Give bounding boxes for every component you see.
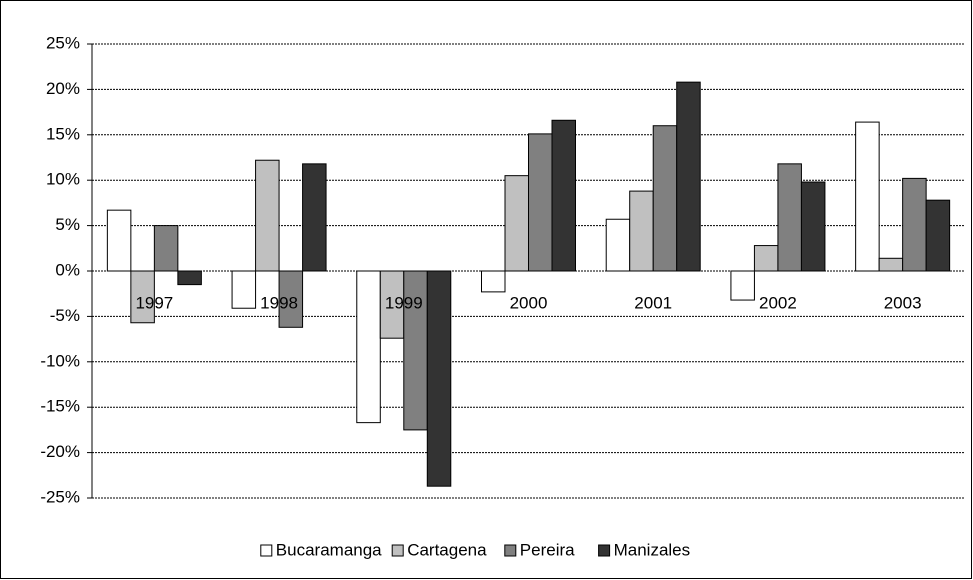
bar xyxy=(878,257,904,272)
y-tick-label: -10% xyxy=(40,351,80,370)
legend-label: Bucaramanga xyxy=(276,540,382,559)
legend-swatch xyxy=(260,544,273,557)
bar xyxy=(551,119,576,272)
bar xyxy=(902,177,927,272)
bar xyxy=(177,270,202,286)
bar xyxy=(278,270,304,328)
bar xyxy=(652,125,678,272)
bar xyxy=(676,81,701,272)
y-tick-label: 20% xyxy=(46,79,80,98)
y-tick-label: 0% xyxy=(55,260,80,279)
bar xyxy=(800,181,826,272)
legend-swatch xyxy=(598,544,611,557)
legend-label: Manizales xyxy=(614,540,691,559)
bar xyxy=(629,190,654,272)
y-tick-label: -15% xyxy=(40,397,80,416)
y-tick-label: 5% xyxy=(55,215,80,234)
bar xyxy=(302,163,327,272)
legend-swatch xyxy=(391,544,404,557)
bar xyxy=(730,270,755,301)
legend-label: Cartagena xyxy=(407,540,487,559)
bar xyxy=(426,270,452,487)
y-tick-label: 25% xyxy=(46,33,80,52)
bar xyxy=(255,159,280,272)
bar xyxy=(153,225,179,272)
bar xyxy=(605,218,631,272)
x-tick-label: 1999 xyxy=(385,293,423,312)
x-tick-label: 2003 xyxy=(884,293,922,312)
bar xyxy=(481,270,506,293)
bar xyxy=(925,199,951,272)
x-tick-label: 2000 xyxy=(510,293,548,312)
legend-swatch xyxy=(504,544,517,557)
x-tick-label: 1997 xyxy=(135,293,173,312)
x-tick-label: 1998 xyxy=(260,293,298,312)
bar xyxy=(231,270,257,309)
bar xyxy=(504,175,529,272)
x-tick-label: 2001 xyxy=(634,293,672,312)
y-tick-label: -20% xyxy=(40,442,80,461)
legend-label: Pereira xyxy=(520,540,575,559)
y-tick-label: -25% xyxy=(40,487,80,506)
y-tick-label: -5% xyxy=(50,306,80,325)
bar xyxy=(777,163,802,272)
bar xyxy=(106,209,132,272)
y-tick-label: 10% xyxy=(46,170,80,189)
x-tick-label: 2002 xyxy=(759,293,797,312)
bar xyxy=(356,270,381,424)
y-tick-label: 15% xyxy=(46,124,80,143)
bar xyxy=(130,270,155,324)
bar xyxy=(753,245,779,272)
bar xyxy=(528,133,553,272)
bar xyxy=(855,121,880,272)
